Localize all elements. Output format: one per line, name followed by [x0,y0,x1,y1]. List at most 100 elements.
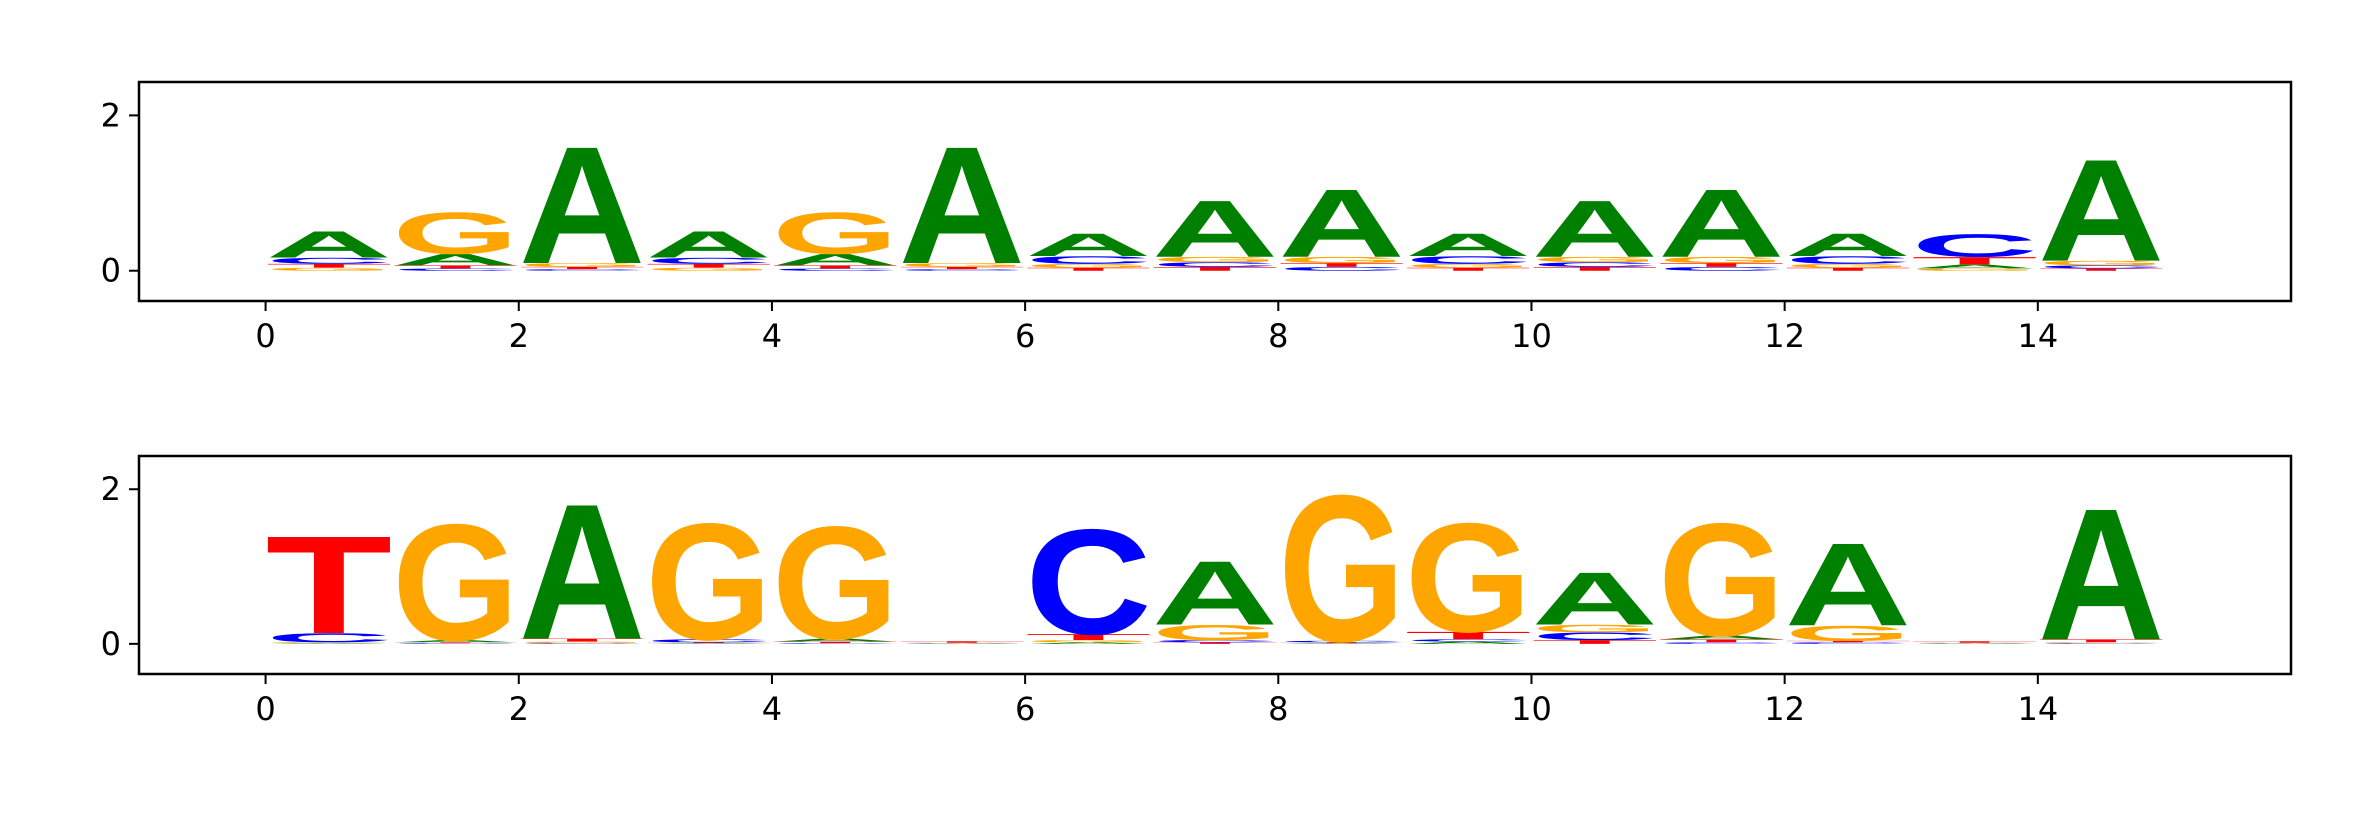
letter: G [2038,260,2165,267]
letter: T [899,641,1026,643]
letter: C [899,269,1026,271]
letter: C [266,256,393,266]
letter: T [1658,262,1785,268]
letter: G [1911,268,2038,272]
letter: C [1911,643,2038,644]
letter: T [772,264,899,269]
letter: T [519,266,646,270]
letter: C [2038,264,2165,269]
letter: G [1785,622,1912,646]
x-tick-label: 2 [509,317,529,355]
letter: C [1405,639,1532,643]
letter: A [266,224,393,266]
x-tick-label: 6 [1015,690,1035,728]
x-tick-label: 6 [1015,317,1035,355]
letter: A [1911,643,2038,644]
letter: G [899,262,1026,268]
letter: C [899,643,1026,644]
letter: T [2038,638,2165,643]
letter: G [1658,255,1785,265]
letter: A [1785,520,1912,652]
letter: T [645,642,772,643]
letter: A [1025,642,1152,644]
letter: T [1785,640,1912,642]
letter: A [392,251,519,269]
x-tick-label: 4 [762,690,782,728]
letter: T [519,638,646,643]
letter: T [645,263,772,269]
letter: C [1531,261,1658,268]
x-tick-label: 12 [1764,317,1805,355]
letter: G [1658,491,1785,670]
letter: T [1911,255,2038,267]
letter: G [772,201,899,267]
letter: C [392,643,519,644]
letter: C [392,268,519,272]
letter: A [392,639,519,643]
letter: G [392,491,519,676]
letter: T [266,263,393,269]
letter: G [392,201,519,267]
letter: C [772,268,899,272]
letter: C [1658,266,1785,272]
letter: G [1025,263,1152,269]
letter: G [1785,263,1912,269]
letter: C [1278,640,1405,642]
letter: C [1405,254,1532,266]
letter: A [645,224,772,266]
letter: A [1025,227,1152,263]
x-tick-label: 0 [255,690,275,728]
letter: T [1025,632,1152,642]
letter: G [1152,621,1279,645]
letter: C [2038,643,2165,644]
letter: T [1278,642,1405,643]
letter: A [772,638,899,643]
letter: G [1278,451,1405,686]
letter: G [1911,643,2038,644]
x-tick-label: 10 [1511,317,1552,355]
letter: A [266,643,393,644]
letter: G [266,267,393,272]
axes-frame [137,80,2293,303]
letter: A [2038,130,2165,292]
letter: G [1531,623,1658,635]
letter: A [899,112,1026,299]
letter: G [772,494,899,673]
letter: T [392,642,519,643]
letter: G [519,262,646,268]
letter: G [266,642,393,643]
letter: A [1278,169,1405,277]
letter: C [772,643,899,644]
x-tick-label: 8 [1268,690,1288,728]
axes-frame [137,454,2293,676]
letter: T [1911,641,2038,643]
letter: C [645,638,772,643]
letter: G [645,490,772,675]
x-tick-label: 14 [2017,690,2058,728]
x-tick-label: 14 [2017,317,2058,355]
letter: A [899,643,1026,644]
letter: G [1405,263,1532,269]
x-tick-label: 12 [1764,690,1805,728]
letter: C [1658,642,1785,644]
letter: C [1152,639,1279,643]
y-tick-label: 0 [101,252,121,290]
letter: T [1531,266,1658,272]
letter: G [519,641,646,643]
x-tick-label: 0 [255,317,275,355]
letter: C [1152,261,1279,268]
letter: T [1531,639,1658,645]
letter: A [1531,557,1658,641]
letter: G [899,643,1026,644]
letter: A [519,464,646,680]
letter: A [519,112,646,299]
y-tick-label: 0 [101,625,121,663]
letter: C [645,256,772,266]
letter: T [392,264,519,269]
letter: T [772,641,899,643]
letter: G [645,267,772,272]
letter: T [1152,266,1279,272]
letter: T [1152,642,1279,644]
